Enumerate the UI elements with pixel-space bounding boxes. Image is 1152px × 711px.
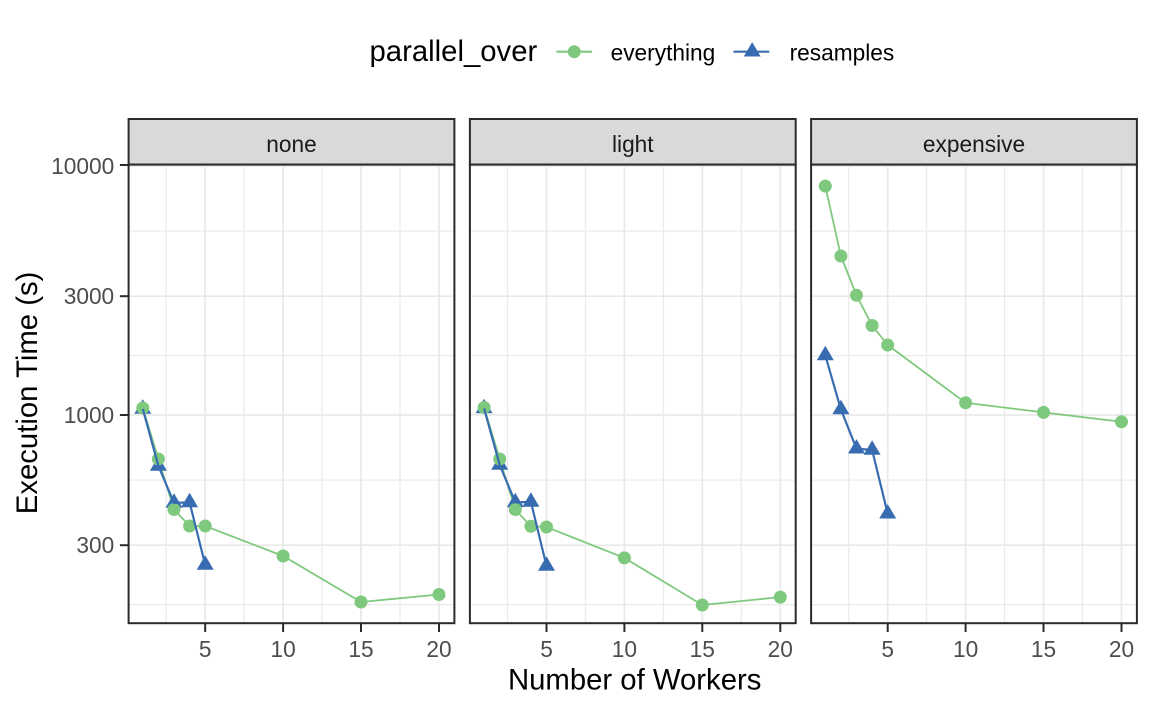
svg-text:none: none bbox=[266, 131, 316, 157]
svg-text:20: 20 bbox=[768, 636, 793, 662]
svg-text:10000: 10000 bbox=[51, 153, 114, 179]
svg-text:15: 15 bbox=[348, 636, 373, 662]
svg-text:15: 15 bbox=[1031, 636, 1056, 662]
svg-text:3000: 3000 bbox=[64, 283, 114, 309]
svg-text:15: 15 bbox=[690, 636, 715, 662]
svg-text:300: 300 bbox=[76, 532, 114, 558]
svg-text:light: light bbox=[612, 131, 654, 157]
svg-text:Execution Time (s): Execution Time (s) bbox=[11, 272, 44, 515]
svg-text:Number of Workers: Number of Workers bbox=[508, 664, 761, 697]
svg-text:10: 10 bbox=[270, 636, 295, 662]
svg-text:parallel_over: parallel_over bbox=[370, 35, 538, 68]
svg-text:5: 5 bbox=[540, 636, 553, 662]
svg-text:expensive: expensive bbox=[923, 131, 1025, 157]
svg-text:10: 10 bbox=[612, 636, 637, 662]
svg-text:everything: everything bbox=[611, 40, 716, 66]
svg-text:5: 5 bbox=[199, 636, 212, 662]
svg-text:20: 20 bbox=[426, 636, 451, 662]
svg-text:1000: 1000 bbox=[64, 402, 114, 428]
svg-text:5: 5 bbox=[881, 636, 894, 662]
svg-text:resamples: resamples bbox=[790, 40, 895, 66]
svg-text:20: 20 bbox=[1109, 636, 1134, 662]
svg-text:10: 10 bbox=[953, 636, 978, 662]
